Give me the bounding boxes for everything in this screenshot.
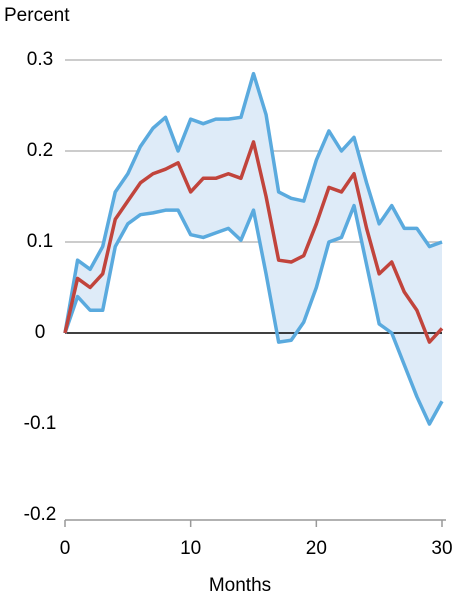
y-tick-label: -0.1 [24, 413, 57, 434]
y-tick-label: 0 [35, 322, 46, 343]
y-tick-label: 0.2 [27, 140, 53, 161]
y-axis-label: Percent [4, 5, 70, 26]
y-tick-label: 0.1 [27, 231, 53, 252]
x-tick-label: 30 [431, 538, 452, 559]
x-tick-label: 10 [180, 538, 201, 559]
x-axis-label: Months [209, 575, 271, 596]
median-line [63, 140, 444, 344]
y-tick-label: 0.3 [27, 49, 53, 70]
y-tick-label: -0.2 [24, 504, 57, 525]
x-tick-label: 20 [306, 538, 327, 559]
band-edge-line [63, 203, 444, 426]
x-tick-label: 0 [60, 538, 71, 559]
band-edge-line [63, 71, 443, 334]
confidence-band [65, 73, 442, 425]
